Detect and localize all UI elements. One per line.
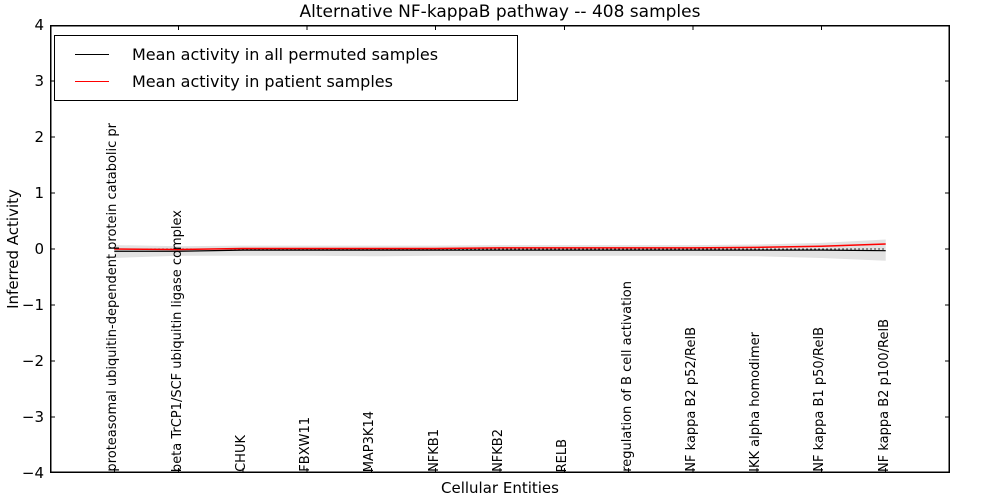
chart-title: Alternative NF-kappaB pathway -- 408 sam… xyxy=(299,2,701,22)
legend-item-label: Mean activity in patient samples xyxy=(132,72,393,91)
x-tick-label: FBXW11 xyxy=(298,417,314,472)
legend: Mean activity in all permuted samples Me… xyxy=(54,35,518,101)
legend-line-permuted xyxy=(75,54,109,55)
x-tick-label: IKK alpha homodimer xyxy=(748,332,764,472)
x-tick-label: NFKB2 xyxy=(491,429,506,472)
x-tick-label: beta TrCP1/SCF ubiquitin ligase complex xyxy=(169,209,185,472)
x-tick-label: NFKB1 xyxy=(426,429,442,472)
plot-canvas xyxy=(50,25,950,473)
legend-item-label: Mean activity in all permuted samples xyxy=(132,45,439,64)
legend-item: Mean activity in patient samples xyxy=(55,68,517,95)
y-tick-label: 1 xyxy=(34,184,44,202)
y-tick-label: −4 xyxy=(21,464,44,482)
y-tick-label: 0 xyxy=(34,240,44,258)
y-tick-label: −1 xyxy=(21,296,44,314)
y-tick-label: −3 xyxy=(21,408,44,426)
x-tick-label: RELB xyxy=(555,438,571,472)
legend-item: Mean activity in all permuted samples xyxy=(55,41,517,68)
y-tick-label: 3 xyxy=(34,72,44,90)
series-line-permuted xyxy=(114,249,886,252)
x-tick-label: proteasomal ubiquitin-dependent protein … xyxy=(105,123,121,472)
y-tick-label: −2 xyxy=(21,352,44,370)
y-tick-label: 4 xyxy=(34,16,44,34)
plot-border xyxy=(50,25,950,473)
x-tick-label: NF kappa B2 p52/RelB xyxy=(683,327,699,472)
x-tick-label: CHUK xyxy=(233,435,249,472)
series-line-patient xyxy=(114,243,886,251)
x-tick-label: regulation of B cell activation xyxy=(619,281,635,472)
x-tick-label: NF kappa B1 p50/RelB xyxy=(812,327,828,472)
x-axis-label: Cellular Entities xyxy=(441,479,559,497)
x-tick-label: NF kappa B2 p100/RelB xyxy=(876,319,892,472)
legend-line-patient xyxy=(75,81,109,82)
y-tick-label: 2 xyxy=(34,128,44,146)
x-tick-label: MAP3K14 xyxy=(362,410,378,472)
